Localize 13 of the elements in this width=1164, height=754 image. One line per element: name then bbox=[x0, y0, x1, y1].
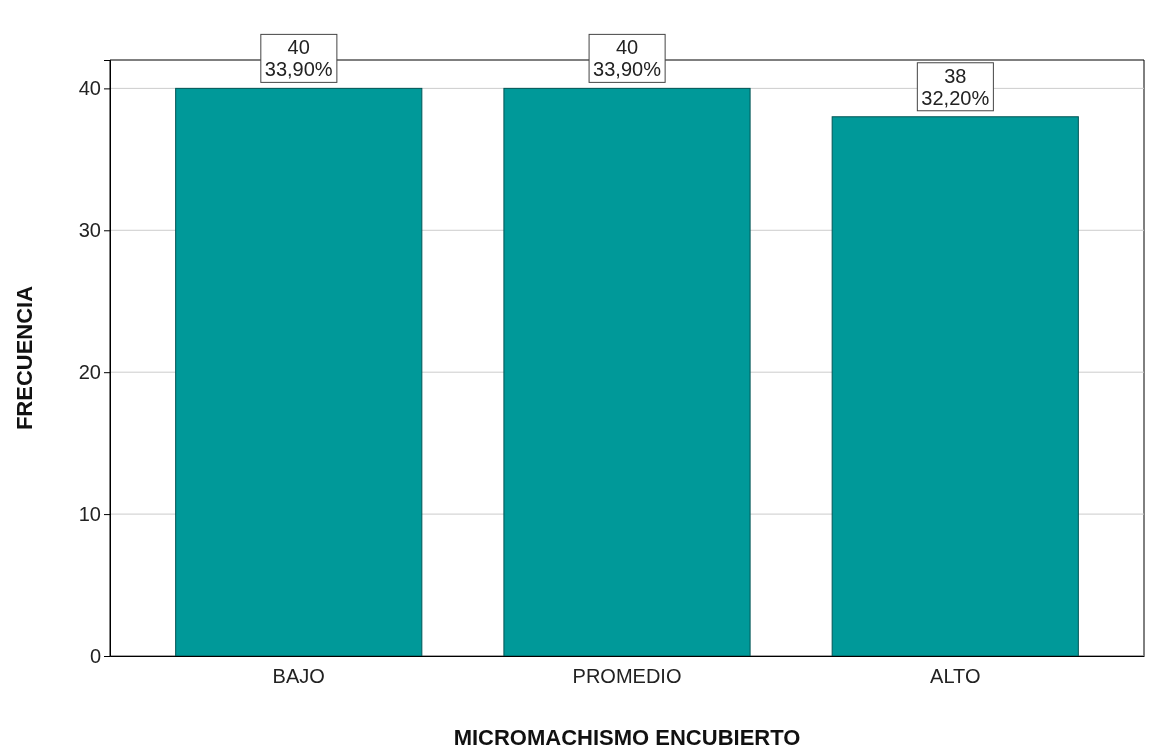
x-tick-label: BAJO bbox=[272, 665, 325, 687]
data-label: 40 33,90% bbox=[593, 36, 662, 81]
data-label: 40 33,90% bbox=[264, 36, 333, 81]
y-tick-label: 30 bbox=[78, 219, 101, 242]
y-axis-title: FRECUENCIA bbox=[12, 285, 37, 431]
y-tick-label: 40 bbox=[78, 77, 101, 100]
y-tick-label: 10 bbox=[78, 503, 101, 525]
x-axis-title: MICROMACHISMO ENCUBIERTO bbox=[453, 725, 801, 750]
y-tick-label: 20 bbox=[78, 361, 101, 384]
x-tick-label: ALTO bbox=[930, 665, 981, 687]
y-tick-label: 0 bbox=[89, 644, 101, 667]
data-label: 38 32,20% bbox=[921, 64, 990, 109]
x-tick-label: PROMEDIO bbox=[572, 665, 682, 687]
